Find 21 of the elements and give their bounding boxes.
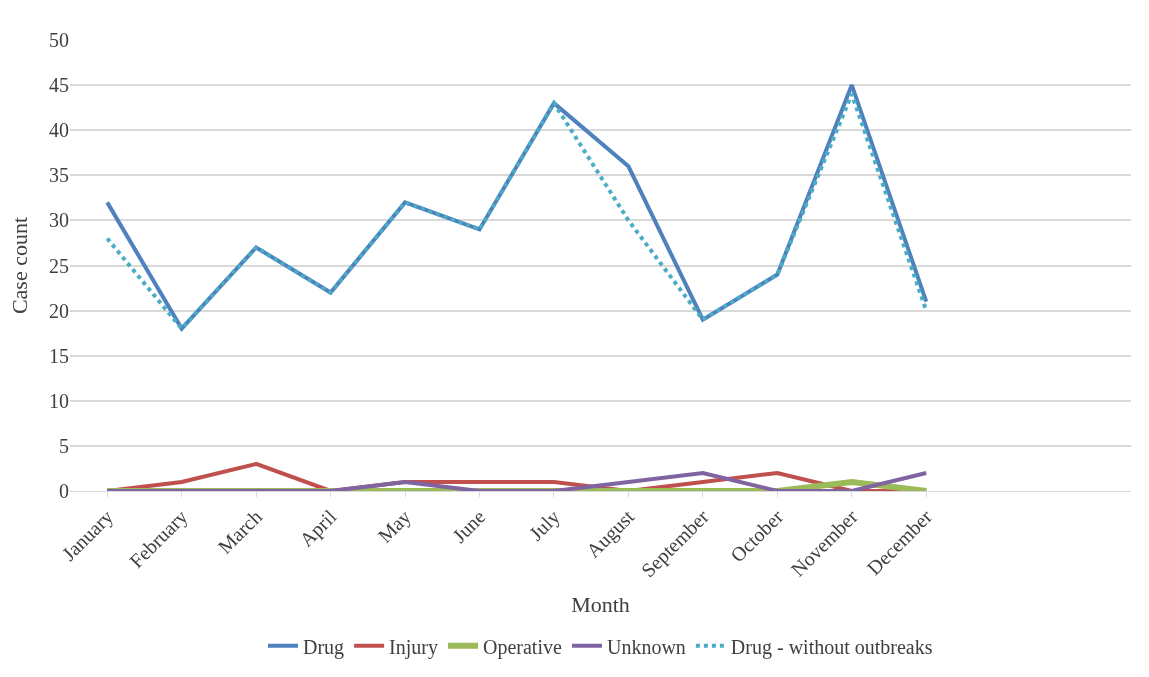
x-axis-title: Month [571, 591, 630, 617]
y-tick-label: 10 [49, 389, 69, 412]
y-tick-label: 40 [49, 119, 69, 142]
x-tick-label: July [524, 505, 565, 546]
y-tick-label: 0 [59, 480, 69, 502]
legend-label: Unknown [606, 635, 686, 658]
y-axis-title: Case count [6, 216, 32, 315]
y-tick-label: 30 [49, 209, 69, 232]
x-tick-label: June [447, 505, 490, 547]
y-tick-label: 5 [59, 434, 69, 457]
y-tick-label: 25 [49, 254, 69, 277]
x-tick-label: May [373, 505, 416, 548]
legend-label: Injury [389, 635, 438, 659]
legend-label: Drug [303, 635, 345, 659]
y-tick-label: 45 [49, 74, 69, 97]
legend-label: Operative [483, 635, 562, 659]
y-tick-label: 20 [49, 299, 69, 322]
y-tick-label: 50 [49, 29, 69, 51]
y-tick-label: 15 [49, 344, 69, 367]
y-tick-label: 35 [49, 164, 69, 187]
legend-label: Drug - without outbreaks [730, 635, 933, 659]
